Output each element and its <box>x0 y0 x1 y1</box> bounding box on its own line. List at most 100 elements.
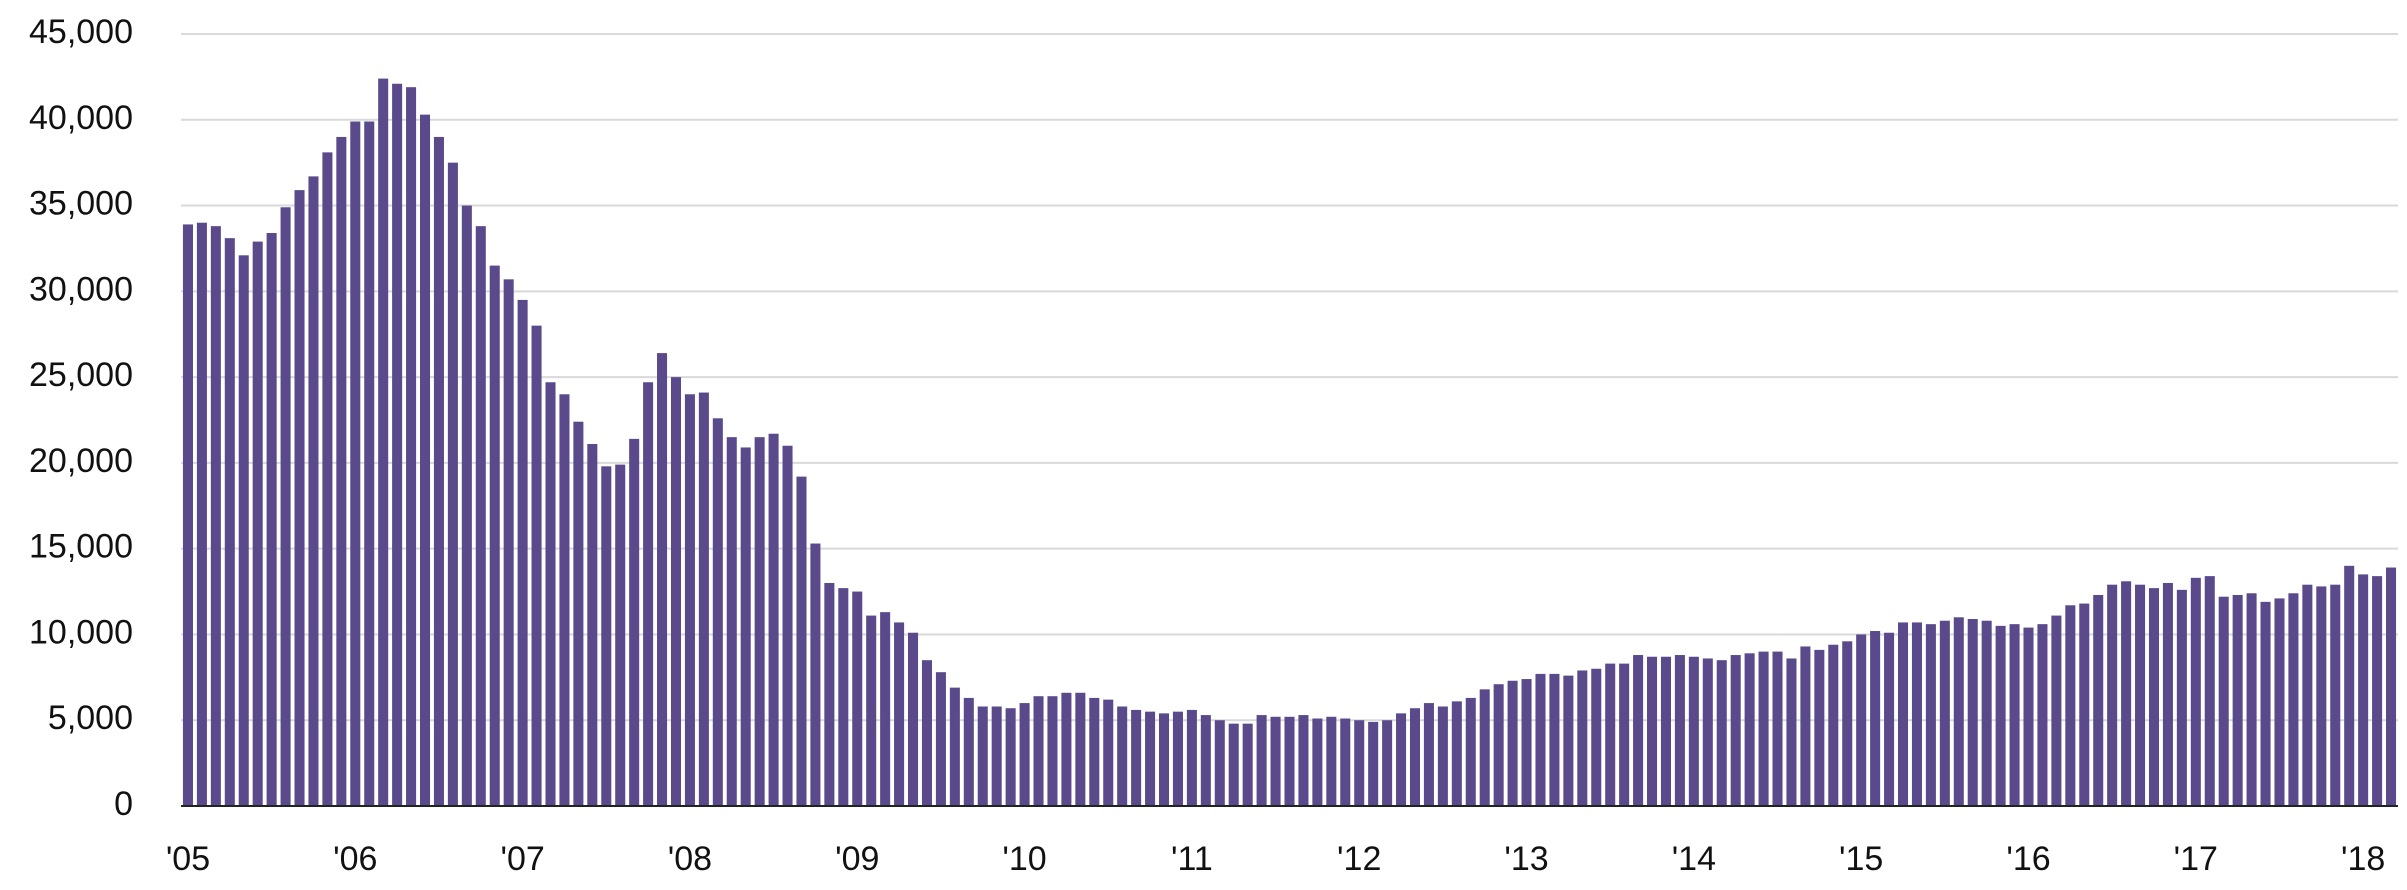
bar <box>1298 715 1309 806</box>
bar <box>475 226 486 807</box>
bar <box>1005 708 1016 806</box>
bar <box>2344 565 2355 806</box>
bar <box>1884 632 1895 806</box>
bar <box>2051 615 2062 806</box>
bar <box>1368 721 1379 806</box>
bar <box>1437 706 1448 806</box>
bar <box>196 222 207 806</box>
bar <box>1828 644 1839 806</box>
bar <box>1158 713 1170 806</box>
bar <box>615 464 626 806</box>
bar <box>1340 718 1351 806</box>
bar <box>238 255 249 807</box>
bar <box>908 632 919 806</box>
bar <box>894 622 905 806</box>
bar <box>991 706 1002 806</box>
bar <box>698 392 709 806</box>
bar <box>2093 594 2104 806</box>
bar <box>1089 697 1100 806</box>
y-tick-label: 20,000 <box>29 442 133 480</box>
bar <box>1814 649 1825 806</box>
bar <box>2246 593 2257 806</box>
bar <box>224 238 235 806</box>
bar <box>1214 720 1225 806</box>
y-tick-label: 40,000 <box>29 99 133 137</box>
bar <box>1730 655 1741 806</box>
x-tick-label: '06 <box>333 840 377 878</box>
x-tick-label: '17 <box>2174 840 2218 878</box>
bar <box>2148 588 2160 806</box>
bar <box>1647 656 1658 806</box>
bar <box>2079 603 2090 806</box>
bar <box>573 421 584 806</box>
x-tick-label: '09 <box>835 840 879 878</box>
bar <box>419 114 431 807</box>
x-tick-label: '18 <box>2341 840 2385 878</box>
bar <box>824 582 835 806</box>
bar <box>2135 584 2146 806</box>
bar <box>670 377 682 806</box>
bar <box>601 466 612 806</box>
bar <box>1744 653 1755 806</box>
bar <box>1674 655 1685 806</box>
bar <box>294 190 305 807</box>
bar <box>1131 709 1142 806</box>
bar <box>1326 716 1337 806</box>
bar <box>322 152 333 806</box>
bar <box>559 394 570 806</box>
bar <box>1995 625 2006 806</box>
bar <box>2065 605 2076 806</box>
bar <box>1493 684 1504 806</box>
bar <box>1563 675 1574 806</box>
y-tick-label: 15,000 <box>29 528 133 566</box>
bar <box>1535 673 1546 806</box>
x-tick-label: '12 <box>1337 840 1381 878</box>
bar <box>935 672 946 806</box>
bar <box>2232 594 2243 806</box>
bar <box>2218 596 2229 806</box>
y-tick-label: 10,000 <box>29 613 133 651</box>
x-tick-label: '08 <box>668 840 712 878</box>
bar <box>1284 716 1295 806</box>
bar <box>2316 586 2327 806</box>
bar <box>336 136 347 806</box>
x-tick-label: '07 <box>500 840 544 878</box>
bar <box>1103 699 1114 806</box>
x-tick-label: '13 <box>1504 840 1548 878</box>
bar <box>1033 696 1044 806</box>
y-tick-label: 0 <box>114 785 133 823</box>
bar <box>1270 716 1281 806</box>
bar <box>643 382 654 806</box>
x-tick-label: '14 <box>1672 840 1716 878</box>
bar <box>1660 656 1671 806</box>
bar <box>1382 720 1393 806</box>
bar <box>1465 697 1476 806</box>
x-tick-label: '16 <box>2006 840 2050 878</box>
bar <box>1256 715 1267 806</box>
x-tick-label: '11 <box>1171 840 1213 878</box>
bar <box>1451 701 1462 806</box>
bar <box>921 660 932 806</box>
bar <box>2358 574 2369 806</box>
bar <box>350 121 361 806</box>
bar <box>1354 720 1365 806</box>
bar <box>489 265 500 807</box>
bar <box>210 226 221 807</box>
bar <box>266 233 277 806</box>
bar <box>2023 627 2034 806</box>
bar <box>2260 601 2271 806</box>
bar <box>392 83 403 807</box>
bar <box>2274 598 2285 806</box>
bar <box>1702 658 1713 806</box>
bar <box>503 279 514 806</box>
bar <box>182 224 193 807</box>
bar <box>1228 723 1239 806</box>
bar <box>1842 641 1853 806</box>
bar <box>2009 624 2020 806</box>
bar <box>1591 668 1602 806</box>
bar <box>754 437 765 806</box>
bar <box>461 205 472 807</box>
bar <box>1549 673 1560 806</box>
bar <box>712 418 723 806</box>
